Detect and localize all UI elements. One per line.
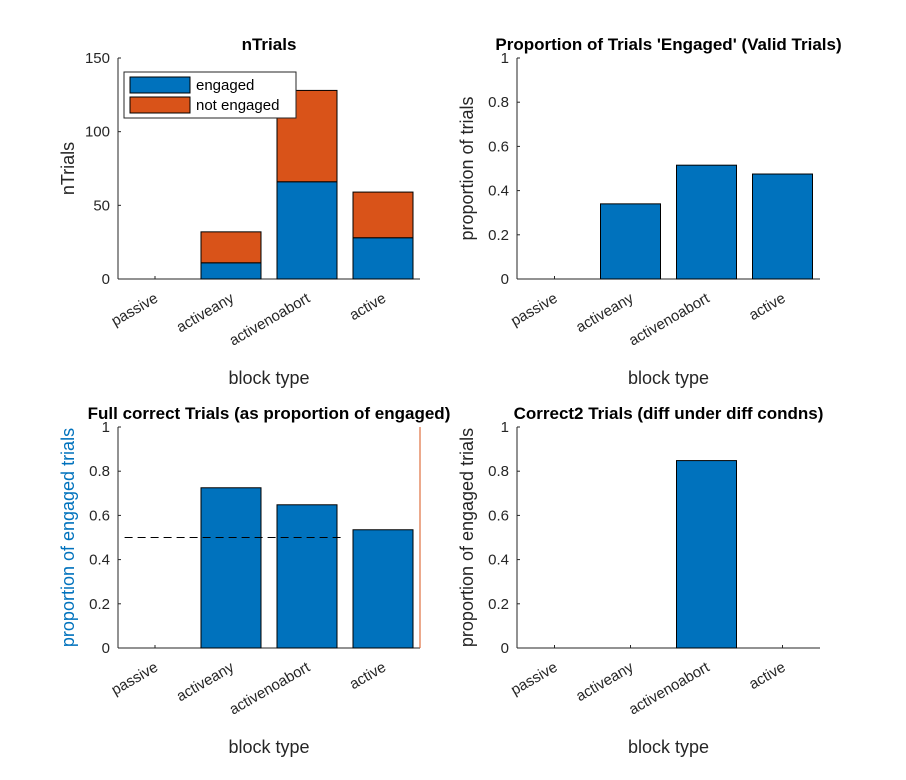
chart-title: Correct2 Trials (diff under diff condns): [514, 404, 824, 423]
y-tick-label: 0.4: [488, 552, 509, 569]
y-tick-label: 0.8: [488, 463, 509, 480]
bar: [600, 203, 661, 280]
x-axis-label: block type: [628, 737, 709, 757]
y-tick-label: 0: [102, 271, 110, 288]
x-tick-label: activenoabort: [626, 289, 713, 349]
bar: [752, 173, 813, 280]
x-tick-label: activenoabort: [227, 289, 314, 349]
x-tick-label: active: [347, 290, 389, 324]
y-tick-label: 0.2: [488, 596, 509, 613]
y-tick-label: 50: [93, 197, 110, 214]
bar: [676, 164, 737, 280]
y-axis-label: nTrials: [58, 142, 78, 195]
legend-swatch: [129, 96, 191, 114]
x-tick-label: activenoabort: [227, 658, 314, 718]
x-tick-label: active: [746, 659, 788, 693]
bar: [676, 460, 737, 649]
y-tick-label: 0.6: [488, 507, 509, 524]
y-tick-label: 0: [102, 640, 110, 657]
y-tick-label: 0.6: [89, 507, 110, 524]
y-tick-label: 0.2: [89, 596, 110, 613]
y-tick-label: 150: [85, 50, 110, 67]
y-tick-label: 0.6: [488, 138, 509, 155]
y-axis-label: proportion of engaged trials: [457, 428, 477, 647]
legend-label: not engaged: [196, 97, 279, 114]
y-tick-label: 0.8: [488, 94, 509, 111]
chart-3: 0 0.2 0.4 0.6 0.8 1 passive activeanyactivenoab…: [58, 404, 450, 757]
x-tick-label: activeany: [174, 289, 238, 336]
x-tick-label: passive: [508, 290, 561, 330]
x-tick-label: activeany: [174, 658, 238, 705]
y-tick-label: 0: [501, 271, 509, 288]
x-tick-label: passive: [108, 290, 161, 330]
x-tick-label: active: [746, 290, 788, 324]
x-axis-label: block type: [628, 368, 709, 388]
y-tick-label: 0: [501, 640, 509, 657]
x-tick-label: passive: [508, 659, 561, 699]
y-tick-label: 1: [501, 50, 509, 67]
x-tick-label: activeany: [573, 289, 637, 336]
y-tick-label: 1: [501, 419, 509, 436]
chart-title: nTrials: [242, 35, 297, 54]
y-axis-label: proportion of engaged trials: [58, 428, 78, 647]
bar: [352, 529, 414, 649]
bar-not-engaged: [352, 191, 414, 239]
y-tick-label: 1: [102, 419, 110, 436]
legend: engaged not engaged: [123, 71, 297, 119]
x-axis-label: block type: [228, 368, 309, 388]
bar: [276, 504, 338, 649]
y-tick-label: 0.8: [89, 463, 110, 480]
bar-engaged: [352, 237, 414, 280]
x-tick-label: passive: [108, 659, 161, 699]
chart-title: Full correct Trials (as proportion of en…: [88, 404, 451, 423]
legend-label: engaged: [196, 77, 254, 94]
y-tick-label: 0.4: [488, 183, 509, 200]
x-tick-label: activeany: [573, 658, 637, 705]
y-tick-label: 100: [85, 124, 110, 141]
x-tick-label: activenoabort: [626, 658, 713, 718]
chart-2: 0 0.2 0.4 0.6 0.8 1 passive activeanyactivenoab…: [457, 35, 842, 388]
x-axis-label: block type: [228, 737, 309, 757]
y-axis-label: proportion of trials: [457, 96, 477, 240]
y-tick-label: 0.4: [89, 552, 110, 569]
legend-swatch: [129, 76, 191, 94]
bar: [200, 487, 262, 649]
y-tick-label: 0.2: [488, 227, 509, 244]
bar-not-engaged: [200, 231, 262, 264]
chart-title: Proportion of Trials 'Engaged' (Valid Tr…: [495, 35, 841, 54]
bar-engaged: [200, 262, 262, 280]
x-tick-label: active: [347, 659, 389, 693]
chart-4: 0 0.2 0.4 0.6 0.8 1 passive activeanyactivenoab…: [457, 404, 823, 757]
bar-engaged: [276, 181, 338, 280]
